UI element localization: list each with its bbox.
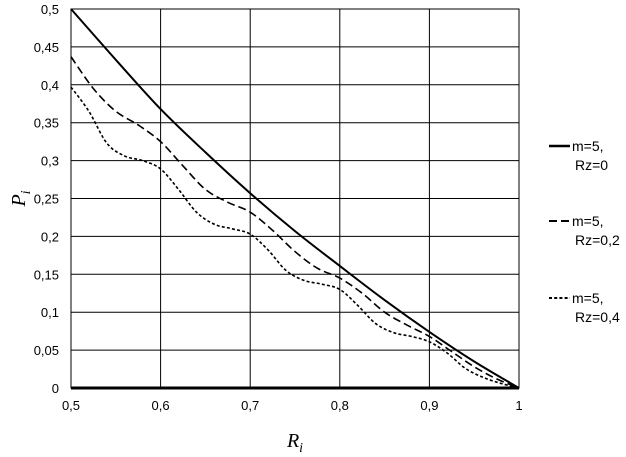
legend-label-2-line-1: m=5, [572,213,604,229]
x-tick-label: 0,5 [62,398,80,413]
y-tick-label: 0,15 [34,267,59,282]
x-tick-label: 0,7 [241,398,259,413]
y-tick-label: 0,4 [41,78,59,93]
y-tick-label: 0,05 [34,343,59,358]
y-tick-labels: 0 0,05 0,1 0,15 0,2 0,25 0,3 0,35 0,4 0,45 0,5 [34,2,59,396]
legend-label-2-line-2: Rz=0,2 [575,232,620,248]
series-layer [70,8,520,389]
x-axis-title-main: R [286,430,299,452]
x-axis-title: Ri [286,430,303,456]
y-tick-label: 0,1 [41,305,59,320]
y-axis-title-main: P [8,194,30,207]
y-axis-title-sub: i [19,190,34,194]
y-tick-label: 0,3 [41,154,59,169]
x-tick-labels: 0,5 0,6 0,7 0,8 0,9 1 [62,398,523,413]
legend-label-3-line-2: Rz=0,4 [575,309,620,325]
x-axis-title-sub: i [299,441,303,456]
y-tick-label: 0,2 [41,229,59,244]
y-axis-title: Pi [8,190,34,207]
x-tick-label: 0,9 [420,398,438,413]
series-line-2 [70,56,520,389]
x-tick-label: 0,6 [152,398,170,413]
series-line-1 [70,8,520,389]
y-tick-label: 0 [52,381,59,396]
y-tick-label: 0,35 [34,116,59,131]
legend: m=5, Rz=0 m=5, Rz=0,2 m=5, Rz=0,4 [549,138,620,325]
legend-label-3-line-1: m=5, [572,290,604,306]
legend-label-1-line-2: Rz=0 [575,157,608,173]
y-tick-label: 0,45 [34,40,59,55]
legend-label-1-line-1: m=5, [572,138,604,154]
y-tick-label: 0,5 [41,2,59,17]
x-tick-label: 0,8 [331,398,349,413]
x-tick-label: 1 [515,398,522,413]
y-tick-label: 0,25 [34,192,59,207]
